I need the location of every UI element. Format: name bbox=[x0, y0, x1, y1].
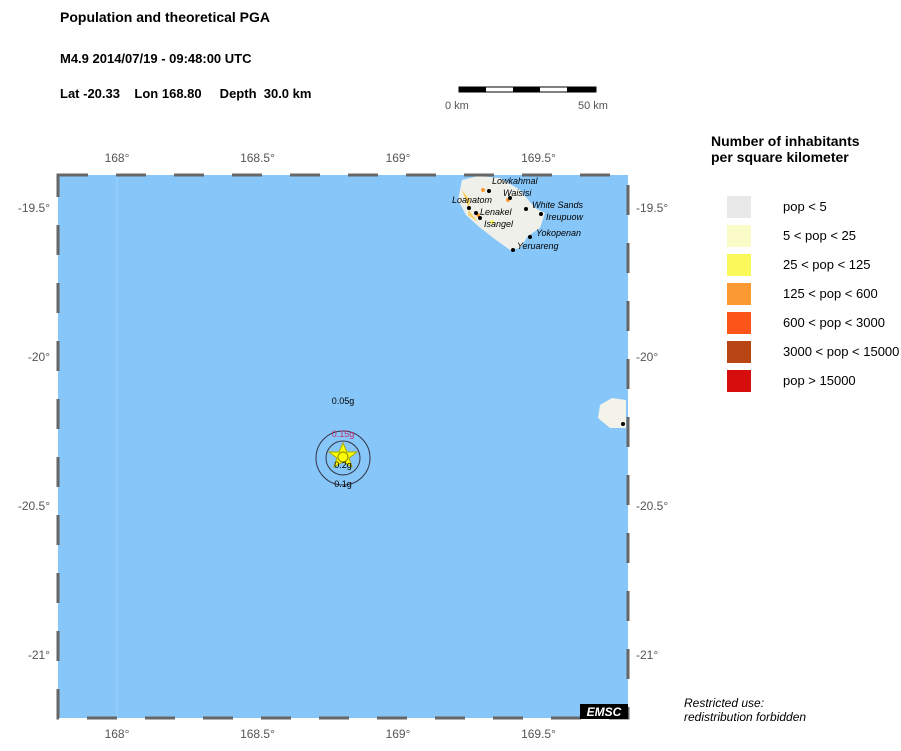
lat-tick-label: -20° bbox=[636, 350, 658, 364]
place-dot bbox=[508, 196, 512, 200]
legend-label: 5 < pop < 25 bbox=[783, 228, 857, 243]
scale-start: 0 km bbox=[445, 100, 469, 112]
place-label: Yokopenan bbox=[536, 228, 581, 238]
lon-tick-label: 169° bbox=[386, 151, 411, 165]
emsc-badge bbox=[580, 704, 628, 719]
legend-title-1: Number of inhabitants bbox=[711, 133, 860, 149]
footer-line1: Restricted use: bbox=[684, 696, 765, 710]
pga-label: 0.1g bbox=[334, 479, 352, 489]
location-info: Lat -20.33 Lon 168.80 Depth 30.0 km bbox=[60, 86, 312, 101]
pga-label: 0.15g bbox=[332, 429, 355, 439]
legend-label: pop < 5 bbox=[783, 199, 827, 214]
legend-swatch bbox=[727, 254, 751, 276]
place-dot bbox=[524, 207, 528, 211]
lat-tick-label: -20° bbox=[28, 350, 50, 364]
legend-swatch bbox=[727, 196, 751, 218]
lon-tick-label: 169.5° bbox=[521, 151, 556, 165]
lon-tick-label: 168.5° bbox=[240, 727, 275, 741]
place-label: Ireupuow bbox=[546, 212, 584, 222]
place-dot bbox=[474, 211, 478, 215]
legend-title: Number of inhabitants per square kilomete… bbox=[711, 133, 860, 165]
place-dot bbox=[539, 212, 543, 216]
pga-circles bbox=[315, 430, 371, 486]
lat-tick-label: -19.5° bbox=[18, 201, 50, 215]
lat-tick-label: -20.5° bbox=[18, 499, 50, 513]
legend-swatch bbox=[727, 370, 751, 392]
footer-note: Restricted use: redistribution forbidden bbox=[684, 696, 806, 724]
legend-swatch bbox=[727, 341, 751, 363]
map-frame bbox=[56, 173, 630, 720]
place-label: Lenakel bbox=[480, 207, 513, 217]
lat-tick-label: -21° bbox=[636, 648, 658, 662]
place-dot bbox=[467, 206, 471, 210]
lon-tick-label: 169° bbox=[386, 727, 411, 741]
legend-label: 125 < pop < 600 bbox=[783, 286, 878, 301]
lon-tick-label: 168.5° bbox=[240, 151, 275, 165]
scale-end: 50 km bbox=[578, 100, 608, 112]
event-info: M4.9 2014/07/19 - 09:48:00 UTC bbox=[60, 51, 252, 66]
pga-label: 0.2g bbox=[334, 460, 352, 470]
place-label: Waisisi bbox=[503, 188, 532, 198]
place-label: Yeruareng bbox=[517, 241, 559, 251]
footer-line2: redistribution forbidden bbox=[684, 710, 807, 724]
legend-label: 3000 < pop < 15000 bbox=[783, 344, 900, 359]
place-label: White Sands bbox=[532, 200, 584, 210]
legend-title-2: per square kilometer bbox=[711, 149, 849, 165]
island-aniwa bbox=[598, 398, 626, 428]
emsc-label: EMSC bbox=[587, 705, 622, 719]
lat-tick-label: -21° bbox=[28, 648, 50, 662]
lat-tick-label: -19.5° bbox=[636, 201, 668, 215]
lat-tick-label: -20.5° bbox=[636, 499, 668, 513]
place-dot bbox=[621, 422, 625, 426]
place-dot bbox=[511, 248, 515, 252]
place-label: Loanatom bbox=[452, 195, 493, 205]
pga-label: 0.05g bbox=[332, 396, 355, 406]
place-dot bbox=[478, 216, 482, 220]
lon-tick-label: 168° bbox=[105, 151, 130, 165]
legend-swatch bbox=[727, 283, 751, 305]
legend-label: pop > 15000 bbox=[783, 373, 856, 388]
place-label: Isangel bbox=[484, 219, 514, 229]
legend-swatch bbox=[727, 312, 751, 334]
legend-label: 25 < pop < 125 bbox=[783, 257, 871, 272]
place-dot bbox=[528, 235, 532, 239]
lon-tick-label: 168° bbox=[105, 727, 130, 741]
place-label: Lowkahmal bbox=[492, 176, 539, 186]
legend-label: 600 < pop < 3000 bbox=[783, 315, 885, 330]
place-dot bbox=[487, 189, 491, 193]
scale-bar: 0 km 50 km bbox=[445, 86, 608, 112]
legend-swatch bbox=[727, 225, 751, 247]
page-title: Population and theoretical PGA bbox=[60, 9, 271, 25]
map[interactable]: Lowkahmal Waisisi Loanatom Lenakel Isangel Wh… bbox=[0, 0, 680, 751]
lon-tick-label: 169.5° bbox=[521, 727, 556, 741]
